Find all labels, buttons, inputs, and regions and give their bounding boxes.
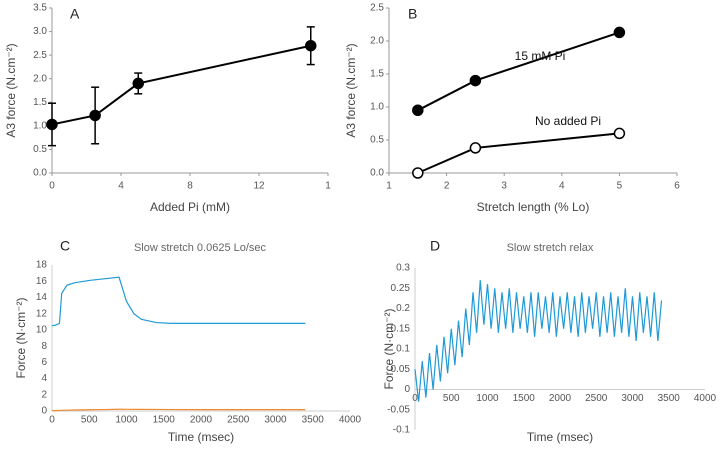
x-axis-label: Stretch length (% Lo) <box>477 200 590 214</box>
y-tick-label: 6 <box>41 357 47 368</box>
x-tick-label: 0 <box>49 181 55 192</box>
y-tick-label: 2.5 <box>33 50 47 61</box>
marker <box>46 118 58 131</box>
x-tick-label: 3500 <box>302 415 325 426</box>
x-tick-label: 2500 <box>227 415 250 426</box>
x-tick-label: 500 <box>81 415 98 426</box>
y-tick-label: 10 <box>36 325 48 336</box>
x-tick-label: 500 <box>443 393 460 404</box>
x-tick-label: 4 <box>559 181 565 192</box>
line <box>414 280 663 402</box>
y-tick-label: -0.05 <box>387 404 410 415</box>
x-tick-label: 1500 <box>513 393 536 404</box>
y-tick-label: 18 <box>36 260 48 271</box>
line <box>417 132 620 174</box>
marker <box>305 39 317 52</box>
y-axis-label: A3 force (N.cm⁻²) <box>4 43 18 137</box>
y-tick-label: 0.5 <box>33 144 47 155</box>
x-tick-label: 4000 <box>339 415 362 426</box>
y-tick-label: 12 <box>36 308 48 319</box>
y-tick-label: 0.15 <box>391 323 411 334</box>
y-tick-label: 2 <box>41 389 47 400</box>
y-axis-label: Force (N·cm⁻²) <box>14 298 28 379</box>
line <box>51 276 306 327</box>
marker <box>469 74 482 87</box>
y-tick-label: 3.5 <box>33 3 47 14</box>
y-tick-label: 0.5 <box>370 135 384 146</box>
y-tick-label: 0.1 <box>396 344 410 355</box>
x-tick-label: 4 <box>118 181 124 192</box>
y-tick-label: 0 <box>404 384 410 395</box>
x-tick-label: 1 <box>386 181 392 192</box>
series-label: 15 mM Pi <box>515 49 566 63</box>
x-tick-label: 3500 <box>658 393 681 404</box>
x-tick-label: 3 <box>501 181 507 192</box>
x-tick-label: 5 <box>617 181 623 192</box>
y-tick-label: 14 <box>36 292 48 303</box>
y-tick-label: 0 <box>41 406 47 417</box>
chart-title: Slow stretch relax <box>507 242 594 254</box>
marker <box>469 142 482 154</box>
line <box>51 44 311 126</box>
y-tick-label: 2.0 <box>370 36 384 47</box>
x-tick-label: 4000 <box>694 393 717 404</box>
y-tick-label: 0.0 <box>370 168 384 179</box>
y-tick-label: 0.0 <box>33 168 47 179</box>
marker <box>89 109 101 122</box>
x-tick-label: 2500 <box>585 393 608 404</box>
line <box>52 408 306 412</box>
y-tick-label: 1.0 <box>370 102 384 113</box>
marker <box>412 167 424 179</box>
y-tick-label: 3.0 <box>33 26 47 37</box>
y-tick-label: 0.05 <box>391 364 411 375</box>
y-tick-label: 1.0 <box>33 120 47 131</box>
y-tick-label: 0.3 <box>396 263 410 274</box>
panel-label: D <box>430 238 440 254</box>
x-tick-label: 0 <box>412 393 418 404</box>
marker <box>132 77 144 90</box>
x-axis-label: Added Pi (mM) <box>150 200 230 214</box>
panel-label: C <box>60 238 70 254</box>
y-tick-label: 1.5 <box>33 97 47 108</box>
y-tick-label: 16 <box>36 276 48 287</box>
y-tick-label: 8 <box>41 341 47 352</box>
y-tick-label: 0.25 <box>391 283 411 294</box>
x-tick-label: 0 <box>49 415 55 426</box>
y-axis-label: A3 force (N.cm⁻²) <box>344 43 358 137</box>
x-tick-label: 2000 <box>549 393 572 404</box>
line <box>417 31 620 112</box>
y-tick-label: 2.0 <box>33 73 47 84</box>
marker <box>412 104 424 117</box>
y-tick-label: 0.2 <box>396 303 410 314</box>
x-tick-label: 1000 <box>115 415 138 426</box>
x-axis-label: Time (msec) <box>527 430 593 444</box>
x-tick-label: 3000 <box>621 393 644 404</box>
x-tick-label: 2000 <box>190 415 213 426</box>
x-tick-label: 1500 <box>153 415 176 426</box>
x-tick-label: 3000 <box>264 415 287 426</box>
chart-title: Slow stretch 0.0625 Lo/sec <box>134 242 267 254</box>
y-tick-label: -0.1 <box>393 425 411 436</box>
marker <box>613 127 626 140</box>
y-tick-label: 1.5 <box>370 69 384 80</box>
x-tick-label: 1 <box>325 181 331 192</box>
x-tick-label: 12 <box>253 181 265 192</box>
x-tick-label: 6 <box>674 181 680 192</box>
panel-label: B <box>408 6 417 22</box>
x-axis-label: Time (msec) <box>168 430 234 444</box>
y-tick-label: 4 <box>41 373 47 384</box>
series-label: No added Pi <box>535 114 601 128</box>
y-tick-label: 2.5 <box>370 3 384 14</box>
panel-label: A <box>70 6 80 22</box>
marker <box>613 26 626 39</box>
x-tick-label: 2 <box>444 181 450 192</box>
y-axis-label: Force (N·cm⁻²) <box>382 309 396 390</box>
x-tick-label: 1000 <box>476 393 499 404</box>
x-tick-label: 8 <box>187 181 193 192</box>
